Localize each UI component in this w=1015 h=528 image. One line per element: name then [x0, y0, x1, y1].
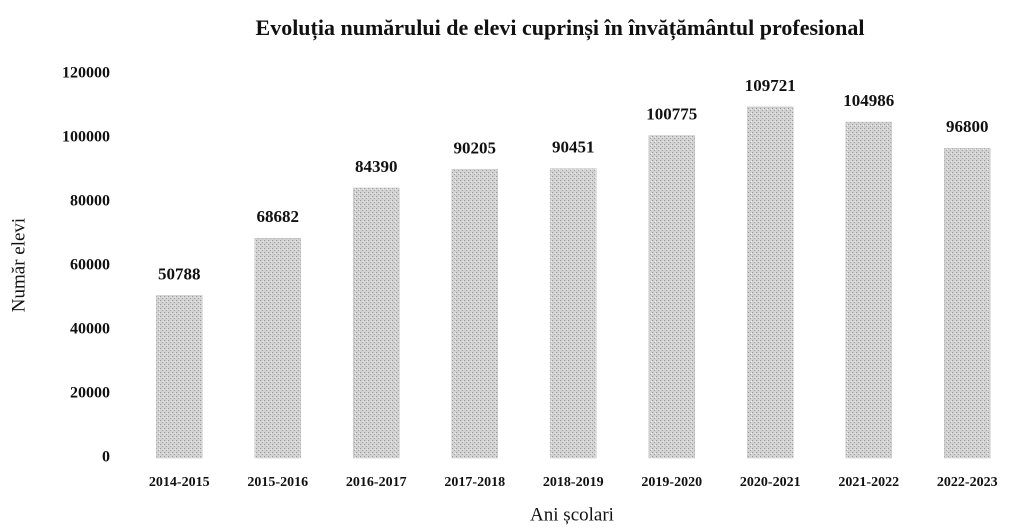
bar [156, 295, 203, 459]
value-label: 90451 [552, 137, 595, 156]
x-tick-label: 2020-2021 [740, 475, 801, 490]
y-tick-label: 20000 [70, 385, 110, 402]
x-tick-label: 2018-2019 [543, 475, 604, 490]
x-tick-label: 2015-2016 [247, 475, 308, 490]
bar [845, 121, 892, 459]
bar [353, 187, 400, 459]
value-label: 50788 [158, 264, 201, 283]
chart-title: Evoluția numărului de elevi cuprinși în … [256, 15, 865, 41]
value-label: 68682 [257, 207, 300, 226]
y-tick-label: 0 [102, 449, 110, 466]
bar [747, 106, 794, 459]
value-label: 104986 [843, 91, 894, 110]
bar [451, 169, 498, 459]
x-tick-label: 2022-2023 [937, 475, 998, 490]
x-tick-label: 2014-2015 [149, 475, 210, 490]
y-axis-label: Număr elevi [8, 218, 29, 312]
value-label: 109721 [745, 76, 796, 95]
x-tick-label: 2019-2020 [641, 475, 702, 490]
y-tick-label: 40000 [70, 321, 110, 338]
value-label: 90205 [454, 138, 497, 157]
value-label: 96800 [946, 117, 989, 136]
bar [648, 135, 695, 459]
x-axis-label: Ani școlari [530, 504, 614, 525]
bar [944, 147, 991, 459]
bar [550, 168, 597, 459]
x-tick-label: 2021-2022 [838, 475, 899, 490]
value-label: 100775 [646, 104, 697, 123]
y-tick-label: 100000 [62, 129, 110, 146]
y-tick-label: 60000 [70, 257, 110, 274]
x-tick-label: 2016-2017 [346, 475, 407, 490]
x-tick-label: 2017-2018 [444, 475, 505, 490]
y-tick-label: 80000 [70, 193, 110, 210]
value-label: 84390 [355, 157, 398, 176]
y-tick-label: 120000 [62, 65, 110, 82]
bar [254, 237, 301, 459]
